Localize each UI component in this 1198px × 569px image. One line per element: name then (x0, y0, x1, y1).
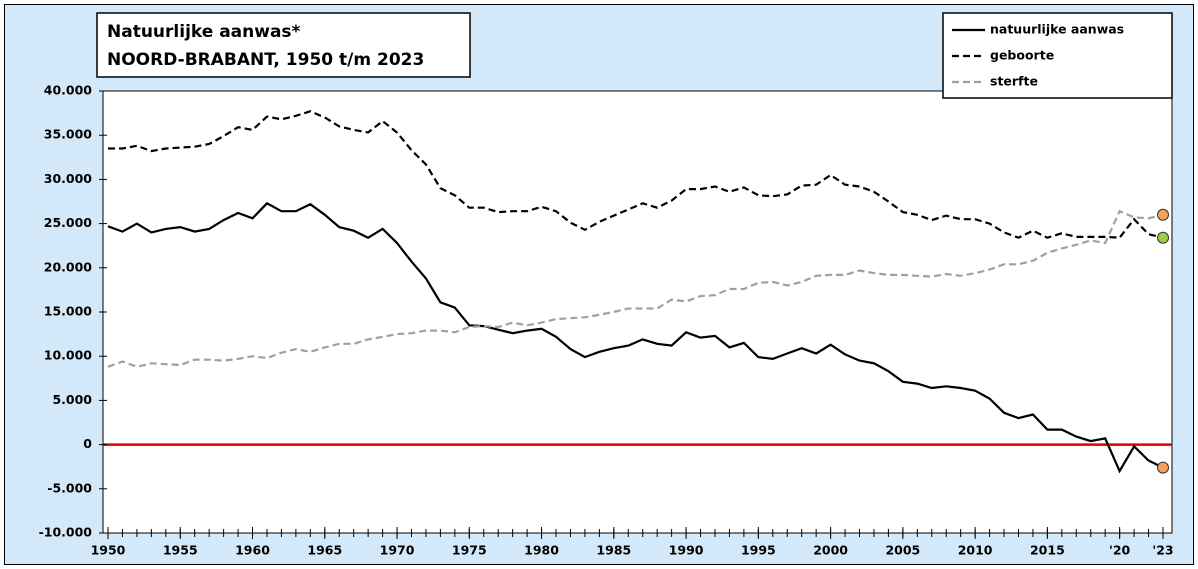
y-tick-label: 40.000 (44, 83, 93, 98)
y-tick-label: 25.000 (44, 215, 93, 230)
x-tick-label: '20 (1109, 543, 1131, 558)
plot (103, 110, 1172, 474)
x-tick-label: 1990 (669, 543, 704, 558)
y-tick-label: 20.000 (44, 259, 93, 274)
x-tick-label: 2015 (1030, 543, 1065, 558)
x-tick-label: 1965 (307, 543, 342, 558)
x-tick-label: 1980 (524, 543, 559, 558)
x-tick-label: 1960 (235, 543, 270, 558)
legend-label: natuurlijke aanwas (990, 22, 1124, 37)
end-marker (1157, 461, 1169, 474)
legend-box (942, 12, 1173, 99)
x-tick-label: 1985 (596, 543, 631, 558)
x-tick-label: 1995 (741, 543, 776, 558)
x-tick-label: 1970 (380, 543, 415, 558)
x-tick-label: '23 (1152, 543, 1173, 558)
chart-title: Natuurlijke aanwas* (107, 22, 301, 42)
series-line (108, 110, 1164, 239)
x-tick-label: 1950 (91, 543, 126, 558)
y-tick-label: 35.000 (44, 127, 93, 142)
series-line (107, 209, 1164, 368)
legend-label: geboorte (990, 48, 1054, 63)
end-marker (1157, 231, 1169, 244)
y-tick-label: 0 (83, 436, 92, 451)
legend-label: sterfte (990, 74, 1038, 89)
y-tick-label: 5.000 (52, 392, 92, 407)
x-tick-label: 2010 (958, 543, 993, 558)
y-tick-label: 10.000 (44, 348, 93, 363)
y-tick-label: -10.000 (39, 525, 93, 540)
y-tick-label: 15.000 (44, 304, 93, 319)
title-box (96, 12, 471, 78)
x-tick-label: 2005 (885, 543, 920, 558)
chart-subtitle: NOORD-BRABANT, 1950 t/m 2023 (107, 50, 424, 70)
y-tick-label: -5.000 (47, 480, 92, 495)
x-tick-label: 2000 (813, 543, 848, 558)
x-tick-label: 1955 (163, 543, 198, 558)
x-tick-label: 1975 (452, 543, 487, 558)
end-marker (1157, 208, 1169, 221)
series-line (107, 201, 1164, 474)
plot-area (102, 90, 1173, 534)
y-tick-label: 30.000 (44, 171, 93, 186)
